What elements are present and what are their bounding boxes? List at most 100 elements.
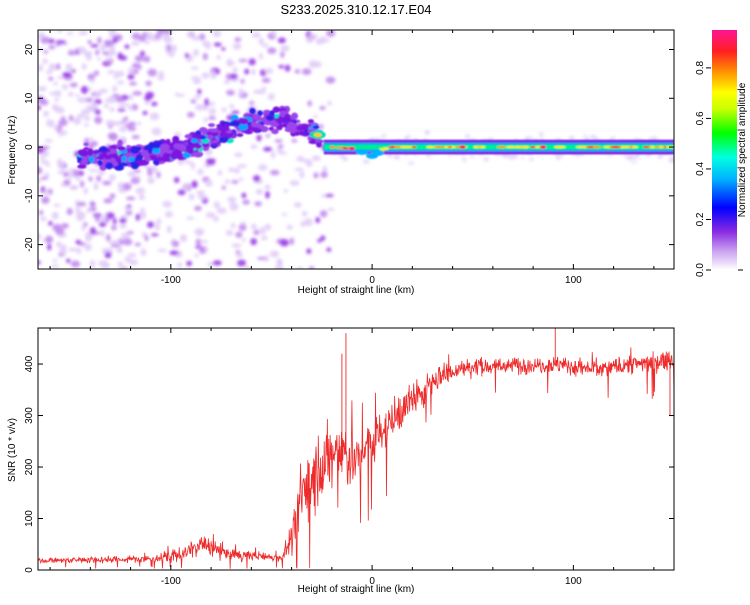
spectrogram-cell (201, 72, 210, 79)
colorbar-tick-label: 0.8 (695, 61, 706, 75)
spectrogram-cell (57, 170, 68, 175)
spectrogram-cell (146, 32, 154, 41)
spectrogram-cell (407, 161, 415, 165)
spectrogram-cell (135, 213, 141, 221)
spectrogram-cell (521, 156, 525, 160)
spectrogram-cell (81, 63, 87, 70)
spectrogram-cell (239, 221, 247, 226)
spectrogram-cell (38, 64, 44, 72)
spectrogram-cell (307, 100, 313, 107)
spectrogram-cell (204, 98, 209, 107)
spectrogram-cell (99, 221, 107, 228)
spectrogram-cell (197, 195, 208, 200)
spectrogram-cell (105, 233, 111, 242)
spectrogram-cell (250, 144, 258, 149)
spectrogram-cell (122, 182, 132, 191)
spectrogram-cell (631, 145, 639, 149)
spectrogram-cell (299, 123, 309, 131)
spectrogram-cell (300, 220, 306, 227)
spectrogram-cell (75, 93, 80, 97)
spectrogram-cell (238, 88, 244, 96)
spectrogram-cell (169, 152, 180, 158)
spectrogram-cell (65, 63, 73, 71)
spectrogram-cell (221, 185, 227, 190)
spectrogram-cell (38, 86, 47, 92)
spectrogram-cell (231, 179, 239, 184)
spectrogram-cell (57, 40, 67, 44)
spectrogram-cell (246, 124, 253, 130)
spectrogram-cell (306, 160, 313, 167)
spectrogram-xtick-label: -100 (161, 275, 181, 286)
spectrogram-cell (191, 35, 201, 41)
spectrogram-cell (230, 222, 236, 229)
spectrogram-cell (103, 213, 108, 219)
spectrogram-cell (313, 132, 322, 137)
spectrogram-cell (97, 159, 103, 166)
spectrogram-cell (72, 117, 82, 125)
spectrogram-cell (256, 134, 262, 142)
spectrogram-cell (103, 39, 112, 46)
spectrogram-cell (225, 73, 232, 81)
spectrogram-cell (242, 199, 250, 205)
spectrogram-cell (651, 136, 658, 139)
spectrogram-cell (233, 167, 241, 174)
spectrogram-cell (59, 163, 65, 169)
spectrogram-cell (159, 143, 170, 151)
spectrogram-cell (197, 168, 204, 176)
spectrogram-cell (194, 253, 199, 258)
spectrogram-cell (117, 146, 126, 151)
spectrogram-cell (249, 107, 256, 115)
spectrogram-cell (116, 80, 125, 85)
spectrogram-cell (144, 235, 149, 242)
spectrogram-cell (217, 125, 225, 132)
spectrogram-cell (190, 162, 196, 170)
spectrogram-cell (208, 115, 216, 121)
spectrogram-cell (465, 133, 470, 139)
spectrogram-cell (191, 66, 199, 70)
spectrogram-cell (208, 108, 217, 115)
spectrogram-cell (89, 260, 96, 268)
spectrogram-cell (98, 88, 108, 94)
spectrogram-cell (86, 207, 91, 214)
spectrogram-cell (348, 146, 355, 151)
spectrogram-cell (505, 145, 517, 149)
spectrogram-cell (53, 90, 62, 97)
spectrogram-cell (237, 164, 248, 168)
spectrogram-cell (76, 211, 86, 219)
spectrogram-cell (134, 55, 144, 62)
spectrogram-cell (75, 205, 81, 214)
spectrogram-cell (205, 159, 216, 166)
spectrogram-cell (274, 264, 284, 269)
spectrogram-cell (140, 248, 147, 257)
spectrogram-cell (260, 235, 268, 241)
spectrogram-cell (131, 32, 141, 40)
spectrogram-cell (156, 218, 162, 225)
spectrogram-cell (277, 144, 284, 149)
spectrogram-cell (45, 70, 53, 75)
spectrogram-signal-layer (76, 105, 674, 171)
spectrogram-cell (249, 127, 260, 132)
spectrogram-cell (83, 51, 93, 56)
spectrogram-cell (72, 169, 80, 178)
spectrogram-cell (83, 222, 88, 227)
spectrogram-cell (48, 64, 57, 72)
spectrogram-cell (238, 223, 247, 232)
spectrogram-cell (219, 135, 229, 143)
spectrogram-cell (151, 101, 158, 107)
spectrogram-cell (241, 192, 247, 199)
spectrogram-cell (235, 231, 243, 238)
spectrogram-cell (157, 73, 165, 81)
spectrogram-cell (325, 193, 334, 198)
spectrogram-cell (42, 58, 48, 64)
spectrogram-cell (529, 157, 534, 161)
spectrogram-cell (514, 145, 520, 149)
spectrogram-cell (66, 31, 74, 36)
spectrogram-cell (294, 167, 304, 172)
spectrogram-cell (63, 179, 71, 186)
spectrogram-cell (232, 67, 238, 73)
spectrogram-cell (40, 36, 51, 44)
spectrogram-cell (227, 196, 237, 202)
spectrogram-cell (117, 120, 128, 126)
